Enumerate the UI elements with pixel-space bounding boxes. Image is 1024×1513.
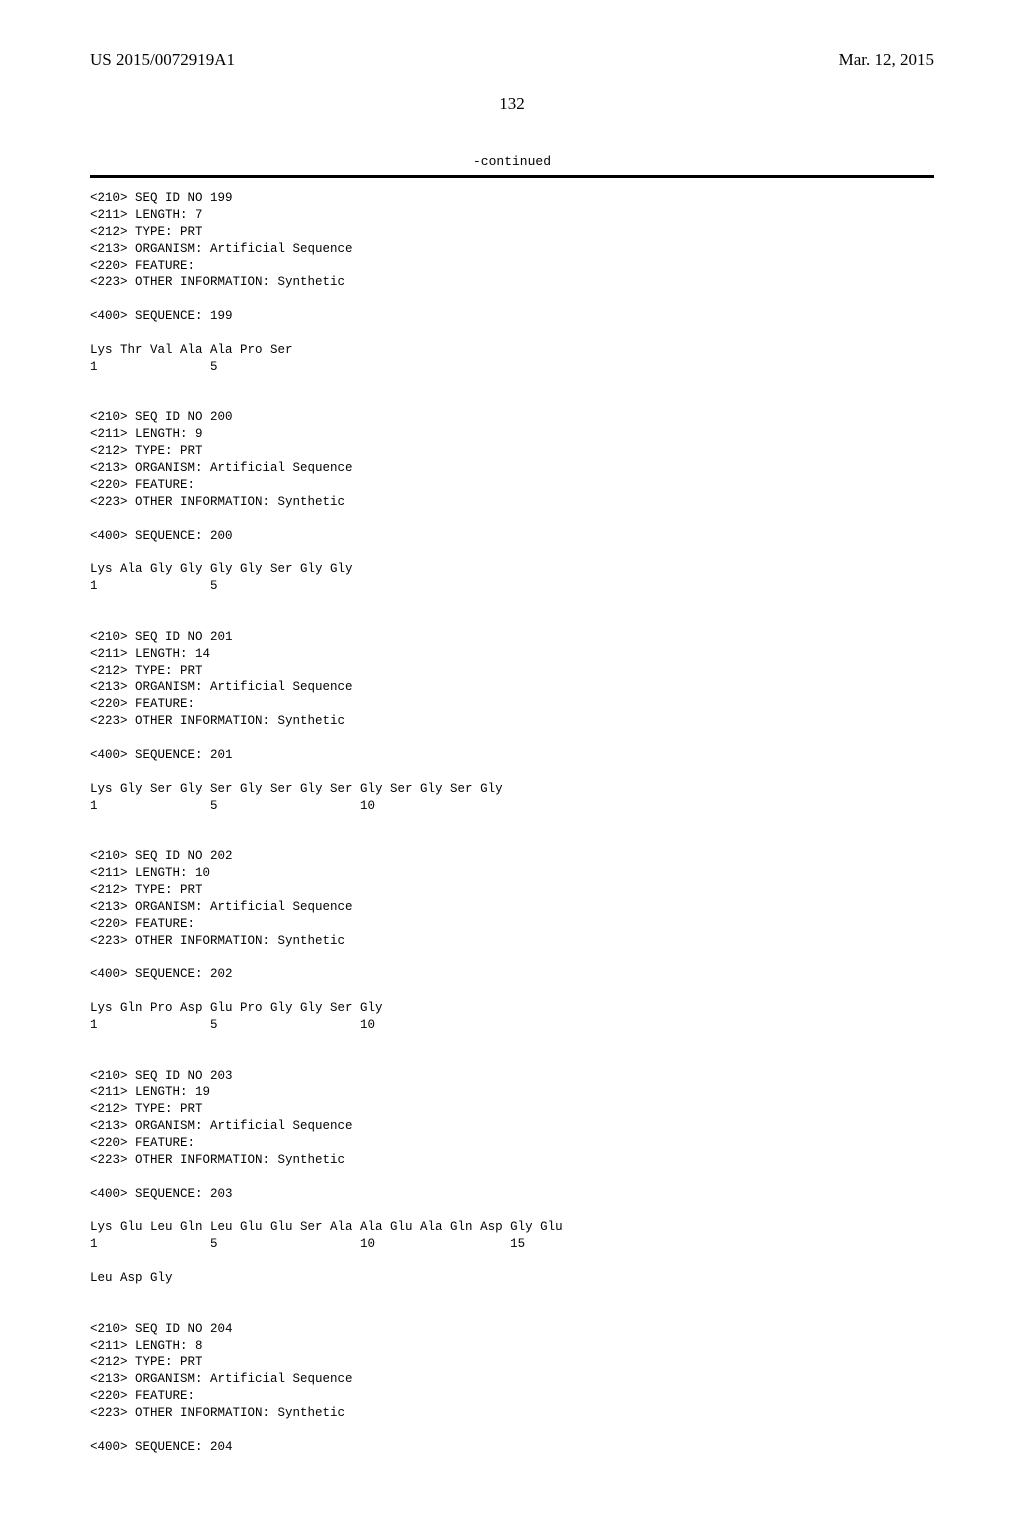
publication-number: US 2015/0072919A1 [90,50,235,70]
publication-date: Mar. 12, 2015 [839,50,934,70]
sequence-listing: <210> SEQ ID NO 199 <211> LENGTH: 7 <212… [90,190,934,1473]
header: US 2015/0072919A1 Mar. 12, 2015 [90,50,934,70]
page-number: 132 [90,94,934,114]
continued-label: -continued [90,154,934,169]
page-container: US 2015/0072919A1 Mar. 12, 2015 132 -con… [0,0,1024,1513]
horizontal-rule [90,175,934,178]
